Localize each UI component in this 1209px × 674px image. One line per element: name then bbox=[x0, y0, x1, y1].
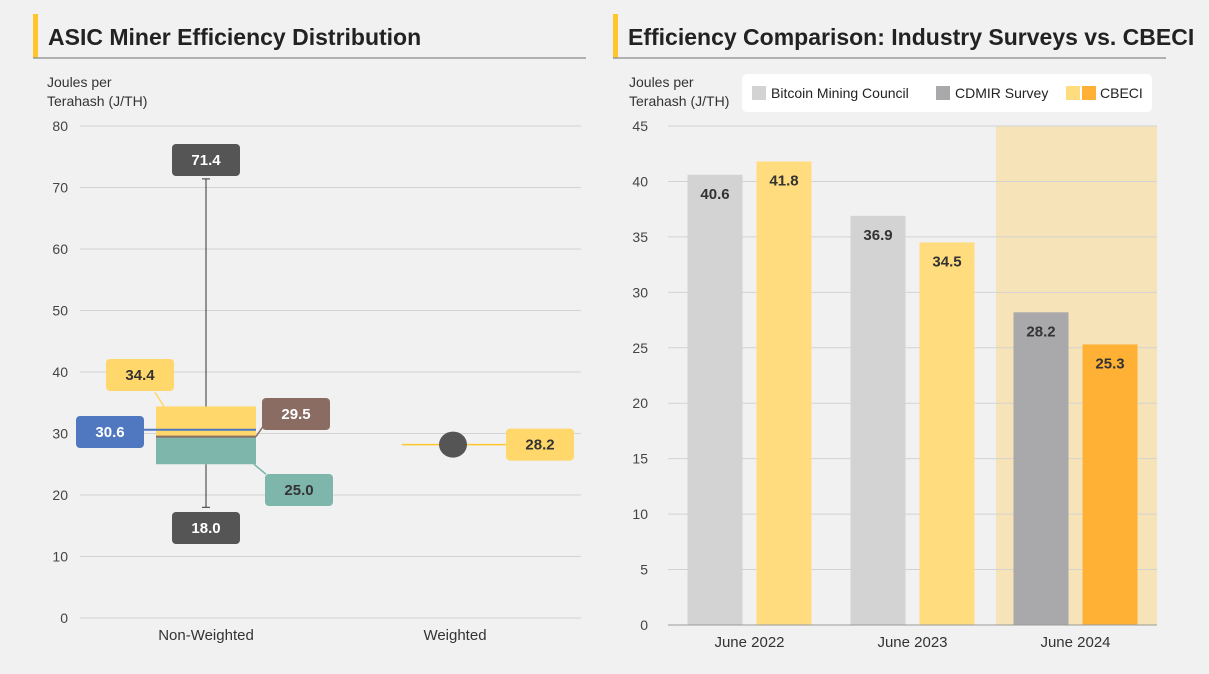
q1-label-text: 25.0 bbox=[284, 482, 313, 499]
bar-value-label-june-2024-cdmir-survey: 28.2 bbox=[1026, 323, 1055, 340]
legend-swatch-cbeci-strong bbox=[1082, 86, 1096, 100]
bar-grid: 0 5 10 15 20 25 30 35 40 45 bbox=[632, 118, 1157, 633]
bar-june-2024-cdmir-survey bbox=[1013, 312, 1069, 625]
bar-june-2023-cbeci bbox=[919, 242, 975, 625]
box-ytick-10: 10 bbox=[52, 549, 68, 565]
q3-label-text: 34.4 bbox=[125, 367, 155, 384]
bar-category-label-june-2023: June 2023 bbox=[877, 634, 947, 651]
q3-label-box bbox=[106, 359, 174, 391]
upper-box-q3-to-median bbox=[156, 406, 256, 437]
box-ytick-0: 0 bbox=[60, 610, 68, 626]
bar-value-label-june-2024-cbeci: 25.3 bbox=[1095, 355, 1124, 372]
legend-label-cbeci: CBECI bbox=[1100, 85, 1143, 101]
bar-value-label-june-2023-bitcoin-mining-council: 36.9 bbox=[863, 227, 892, 244]
bar-marks: June 2022 40.6 41.8 June 2023 36.9 34.5 June 2… bbox=[668, 161, 1157, 651]
box-ylabel-line1: Joules per bbox=[47, 74, 112, 90]
mean-label-text: 30.6 bbox=[95, 424, 124, 441]
median-label-text: 29.5 bbox=[281, 406, 310, 423]
title-accent-bar-left bbox=[33, 14, 38, 58]
weighted-point bbox=[439, 431, 467, 458]
bar-ylabel-line2: Terahash (J/TH) bbox=[629, 93, 729, 109]
weighted-label-box bbox=[506, 428, 574, 461]
median-label-box bbox=[262, 398, 330, 430]
legend-swatch-bmc bbox=[752, 86, 766, 100]
box-ytick-30: 30 bbox=[52, 426, 68, 442]
max-label-text: 71.4 bbox=[191, 152, 221, 169]
box-ylabel-line2: Terahash (J/TH) bbox=[47, 93, 147, 109]
bar-ytick-25: 25 bbox=[632, 340, 648, 356]
box-marks: 71.4 34.4 30.6 29.5 25.0 18.0 28.2 bbox=[76, 144, 574, 544]
box-ytick-70: 70 bbox=[52, 180, 68, 196]
box-ytick-80: 80 bbox=[52, 118, 68, 134]
legend-swatch-cbeci-light bbox=[1066, 86, 1080, 100]
box-ytick-20: 20 bbox=[52, 487, 68, 503]
bar-value-label-june-2022-bitcoin-mining-council: 40.6 bbox=[700, 186, 729, 203]
legend-label-bmc: Bitcoin Mining Council bbox=[771, 85, 909, 101]
bar-chart-title: Efficiency Comparison: Industry Surveys … bbox=[628, 24, 1194, 50]
bar-ylabel-line1: Joules per bbox=[629, 74, 694, 90]
bar-june-2023-bitcoin-mining-council bbox=[850, 215, 906, 625]
min-label-box bbox=[172, 512, 240, 544]
lower-box-median-to-q1 bbox=[156, 436, 256, 465]
bar-june-2022-bitcoin-mining-council bbox=[687, 174, 743, 625]
box-plot-panel: ASIC Miner Efficiency Distribution Joule… bbox=[33, 14, 586, 644]
legend-label-cdmir: CDMIR Survey bbox=[955, 85, 1048, 101]
max-label-box bbox=[172, 144, 240, 176]
bar-ytick-10: 10 bbox=[632, 506, 648, 522]
weighted-label-text: 28.2 bbox=[525, 437, 554, 454]
bar-ytick-30: 30 bbox=[632, 284, 648, 300]
bar-chart-panel: Efficiency Comparison: Industry Surveys … bbox=[613, 14, 1194, 651]
bar-june-2022-cbeci bbox=[756, 161, 812, 626]
bar-category-label-june-2024: June 2024 bbox=[1040, 634, 1110, 651]
bar-ytick-35: 35 bbox=[632, 229, 648, 245]
q1-connector bbox=[253, 463, 267, 475]
box-chart-title: ASIC Miner Efficiency Distribution bbox=[48, 24, 421, 50]
q3-connector bbox=[154, 392, 165, 407]
bar-ytick-15: 15 bbox=[632, 451, 648, 467]
q1-label-box bbox=[265, 474, 333, 506]
bar-ytick-45: 45 bbox=[632, 118, 648, 134]
bar-value-label-june-2022-cbeci: 41.8 bbox=[769, 172, 798, 189]
box-ytick-60: 60 bbox=[52, 241, 68, 257]
bar-value-label-june-2023-cbeci: 34.5 bbox=[932, 253, 961, 270]
min-label-text: 18.0 bbox=[191, 520, 220, 537]
bar-ytick-40: 40 bbox=[632, 173, 648, 189]
box-ytick-40: 40 bbox=[52, 364, 68, 380]
bar-ytick-5: 5 bbox=[640, 562, 648, 578]
title-accent-bar-right bbox=[613, 14, 618, 58]
bar-june-2024-cbeci bbox=[1082, 344, 1138, 625]
bar-ytick-0: 0 bbox=[640, 617, 648, 633]
legend-swatch-cdmir bbox=[936, 86, 950, 100]
box-category-label-non-weighted: Non-Weighted bbox=[158, 627, 254, 644]
box-ytick-50: 50 bbox=[52, 303, 68, 319]
mean-label-box bbox=[76, 416, 144, 448]
bar-ytick-20: 20 bbox=[632, 395, 648, 411]
bar-legend: Bitcoin Mining Council CDMIR Survey CBEC… bbox=[742, 74, 1152, 112]
box-category-label-weighted: Weighted bbox=[423, 627, 486, 644]
median-connector bbox=[255, 426, 264, 438]
bar-category-label-june-2022: June 2022 bbox=[714, 634, 784, 651]
